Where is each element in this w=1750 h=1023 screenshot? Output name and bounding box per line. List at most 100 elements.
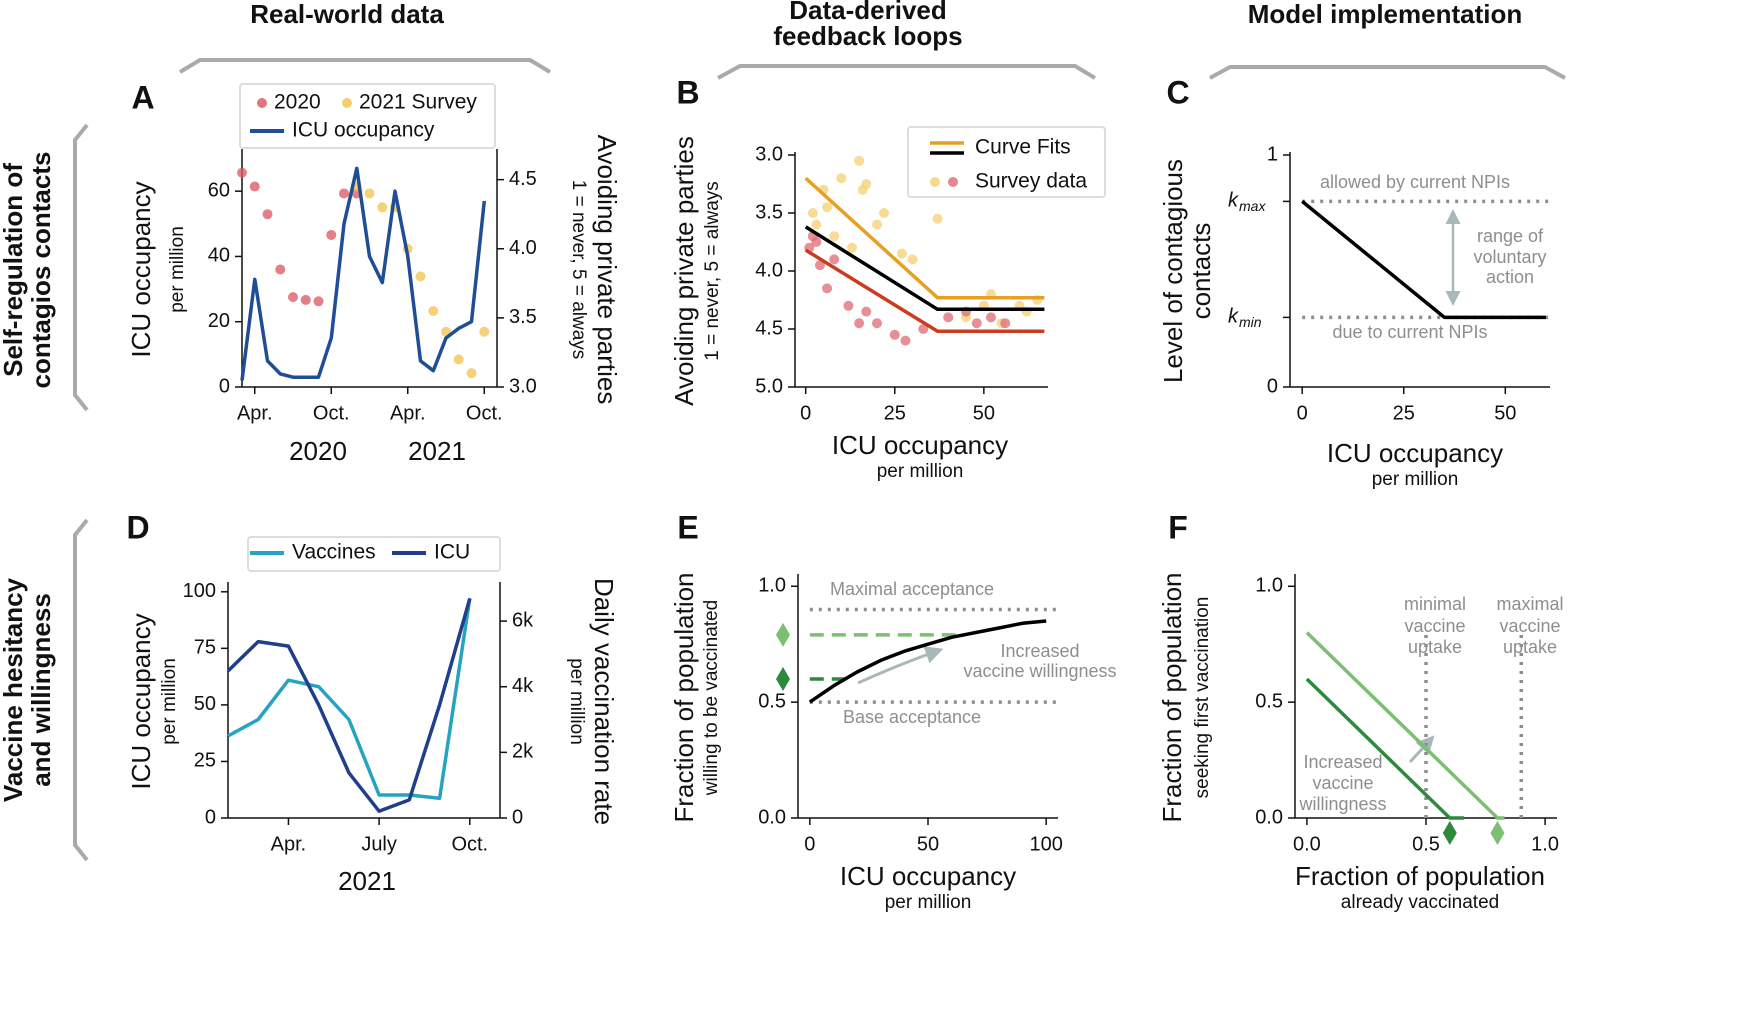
y-tick-label: 4.0 <box>755 259 783 281</box>
scatter-point <box>466 368 477 379</box>
y-tick-label: 1.0 <box>1255 575 1283 597</box>
series-line <box>1301 200 1546 320</box>
panel-letter: C <box>1166 74 1189 110</box>
scatter-point <box>313 296 324 307</box>
x-tick-label: Apr. <box>390 402 426 424</box>
annotation: range of <box>1477 226 1544 246</box>
scatter-point <box>854 318 865 329</box>
y-tick-label: 3.5 <box>755 201 783 223</box>
scatter-point <box>889 329 900 340</box>
diamond-marker <box>1442 821 1457 845</box>
scatter-point <box>339 188 349 199</box>
x-group-label: 2021 <box>408 436 466 466</box>
y2-axis-sublabel: per million <box>566 658 587 745</box>
x-axis-label: ICU occupancy <box>832 430 1008 460</box>
y2-tick-label: 3.0 <box>509 375 537 397</box>
scatter-point <box>811 237 822 247</box>
series-line <box>804 248 1045 334</box>
legend-label: 2020 <box>274 91 321 114</box>
legend-swatch <box>257 98 267 108</box>
y2-tick-label: 4.5 <box>509 168 537 190</box>
y-axis-sublabel: willing to be vaccinated <box>701 600 722 796</box>
legend-label: Curve Fits <box>975 136 1071 159</box>
series-line <box>1305 631 1505 820</box>
y-axis-sublabel: per million <box>167 226 188 313</box>
y-tick-label: 100 <box>183 580 216 602</box>
y-axis-label: Fraction of population <box>1157 572 1187 822</box>
annotation: uptake <box>1408 637 1462 657</box>
scatter-point <box>237 167 247 178</box>
x-tick-label: 50 <box>1494 402 1516 424</box>
annotation: uptake <box>1503 637 1557 657</box>
panel-letter: A <box>131 79 154 115</box>
scatter-point <box>861 179 872 189</box>
x-axis-label: ICU occupancy <box>1327 438 1503 468</box>
y-tick-label: k <box>1228 306 1239 328</box>
x-tick-label: Oct. <box>313 402 350 424</box>
annotation: due to current NPIs <box>1332 322 1487 342</box>
series-line <box>804 225 1045 312</box>
legend-label: ICU occupancy <box>292 119 435 142</box>
arrow <box>857 646 944 685</box>
annotation: voluntary <box>1473 247 1546 267</box>
row-label: and willingness <box>26 593 56 787</box>
legend-swatch <box>948 177 958 187</box>
x-axis-sublabel: per million <box>877 461 964 482</box>
series-line <box>808 619 1047 704</box>
y2-axis-label: Avoiding private parties <box>592 135 622 405</box>
y-tick-label: 75 <box>194 637 216 659</box>
y-tick-label: 40 <box>208 245 230 267</box>
y-tick-label: k <box>1228 190 1239 212</box>
diamond-marker <box>1490 821 1505 845</box>
scatter-point <box>861 306 872 317</box>
scatter-point <box>377 202 388 213</box>
y-tick-label: 60 <box>208 179 230 201</box>
scatter-point <box>479 326 490 337</box>
scatter-point <box>326 229 337 240</box>
scatter-point <box>364 188 375 199</box>
y-tick-label: 0.0 <box>758 806 786 828</box>
annotation: vaccine willingness <box>963 661 1116 681</box>
row-label: Vaccine hesitancy <box>0 577 28 802</box>
scatter-point <box>807 208 818 218</box>
y2-tick-label: 4.0 <box>509 237 537 259</box>
scatter-point <box>836 173 847 184</box>
diamond-marker <box>776 622 790 647</box>
annotation: allowed by current NPIs <box>1320 172 1510 192</box>
scatter-point <box>900 335 911 346</box>
x-tick-label: July <box>361 833 397 855</box>
y-tick-label: 0.5 <box>1255 690 1283 712</box>
x-tick-label: 0 <box>1297 402 1308 424</box>
y-tick-label: 1.0 <box>758 575 786 597</box>
scatter-point <box>428 305 439 316</box>
y-tick-label: 20 <box>208 310 230 332</box>
y-tick-label-sub: max <box>1239 198 1266 214</box>
panel-letter: E <box>677 509 698 545</box>
bracket <box>178 58 552 74</box>
x-tick-label: 1.0 <box>1531 833 1559 855</box>
column-header: Model implementation <box>1248 0 1522 29</box>
scatter-point <box>822 283 833 294</box>
x-axis-sublabel: per million <box>1372 469 1459 490</box>
y-tick-label: 0.5 <box>758 690 786 712</box>
scatter-point <box>971 318 982 329</box>
y-tick-label: 0 <box>1267 375 1278 397</box>
y2-axis-label: Daily vaccination rate <box>589 578 619 825</box>
scatter-point <box>829 231 840 242</box>
legend-swatch <box>930 177 940 187</box>
y-tick-label: 1 <box>1267 143 1278 165</box>
y-tick-label-sub: min <box>1239 314 1262 330</box>
x-tick-label: 0.5 <box>1412 833 1440 855</box>
legend-box <box>247 536 501 572</box>
x-tick-label: Apr. <box>237 402 273 424</box>
scatter-point <box>275 264 286 275</box>
y-tick-label: 3.0 <box>755 143 783 165</box>
y2-axis-sublabel: 1 = never, 5 = always <box>568 180 589 360</box>
y-tick-label: 0 <box>219 375 230 397</box>
y-tick-label: 5.0 <box>755 375 783 397</box>
annotation: minimal <box>1404 594 1466 614</box>
x-tick-label: 0.0 <box>1293 833 1321 855</box>
x-tick-label: 100 <box>1029 833 1062 855</box>
series-line <box>804 176 1045 300</box>
scatter-point <box>854 155 865 166</box>
